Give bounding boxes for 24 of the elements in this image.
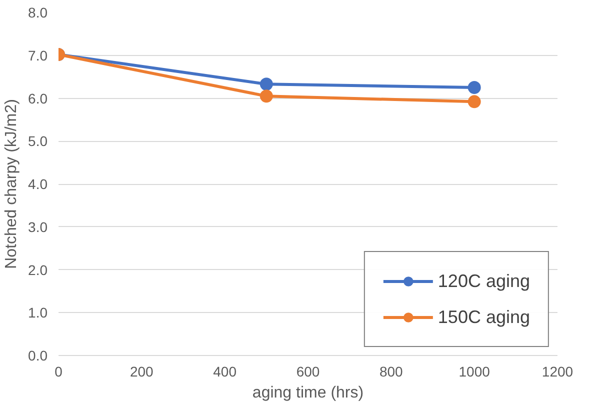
point <box>468 95 481 108</box>
x-tick-label: 400 <box>213 364 237 380</box>
point <box>468 81 481 94</box>
point <box>260 90 273 103</box>
y-tick-label: 2.0 <box>28 262 48 278</box>
x-tick-label: 0 <box>54 364 63 380</box>
x-axis-title: aging time (hrs) <box>252 384 364 402</box>
y-tick-label: 1.0 <box>28 304 48 321</box>
y-tick-label: 8.0 <box>28 4 48 20</box>
x-tick-label: 200 <box>130 364 154 380</box>
y-tick-label: 4.0 <box>28 176 48 192</box>
x-tick-label: 800 <box>379 364 404 380</box>
y-tick-label: 5.0 <box>28 133 48 150</box>
x-tick-label: 600 <box>296 364 320 380</box>
point <box>260 78 273 91</box>
legend-label: 120C aging <box>438 270 530 292</box>
x-tick-label: 1200 <box>542 364 574 380</box>
y-tick-label: 0.0 <box>28 348 48 364</box>
legend-label: 150C aging <box>438 306 530 328</box>
y-axis-title: Notched charpy (kJ/m2) <box>3 99 20 269</box>
y-tick-label: 3.0 <box>28 218 48 235</box>
y-tick-label: 7.0 <box>28 47 48 64</box>
y-tick-label: 6.0 <box>28 90 48 106</box>
x-tick-label: 1000 <box>458 364 490 380</box>
